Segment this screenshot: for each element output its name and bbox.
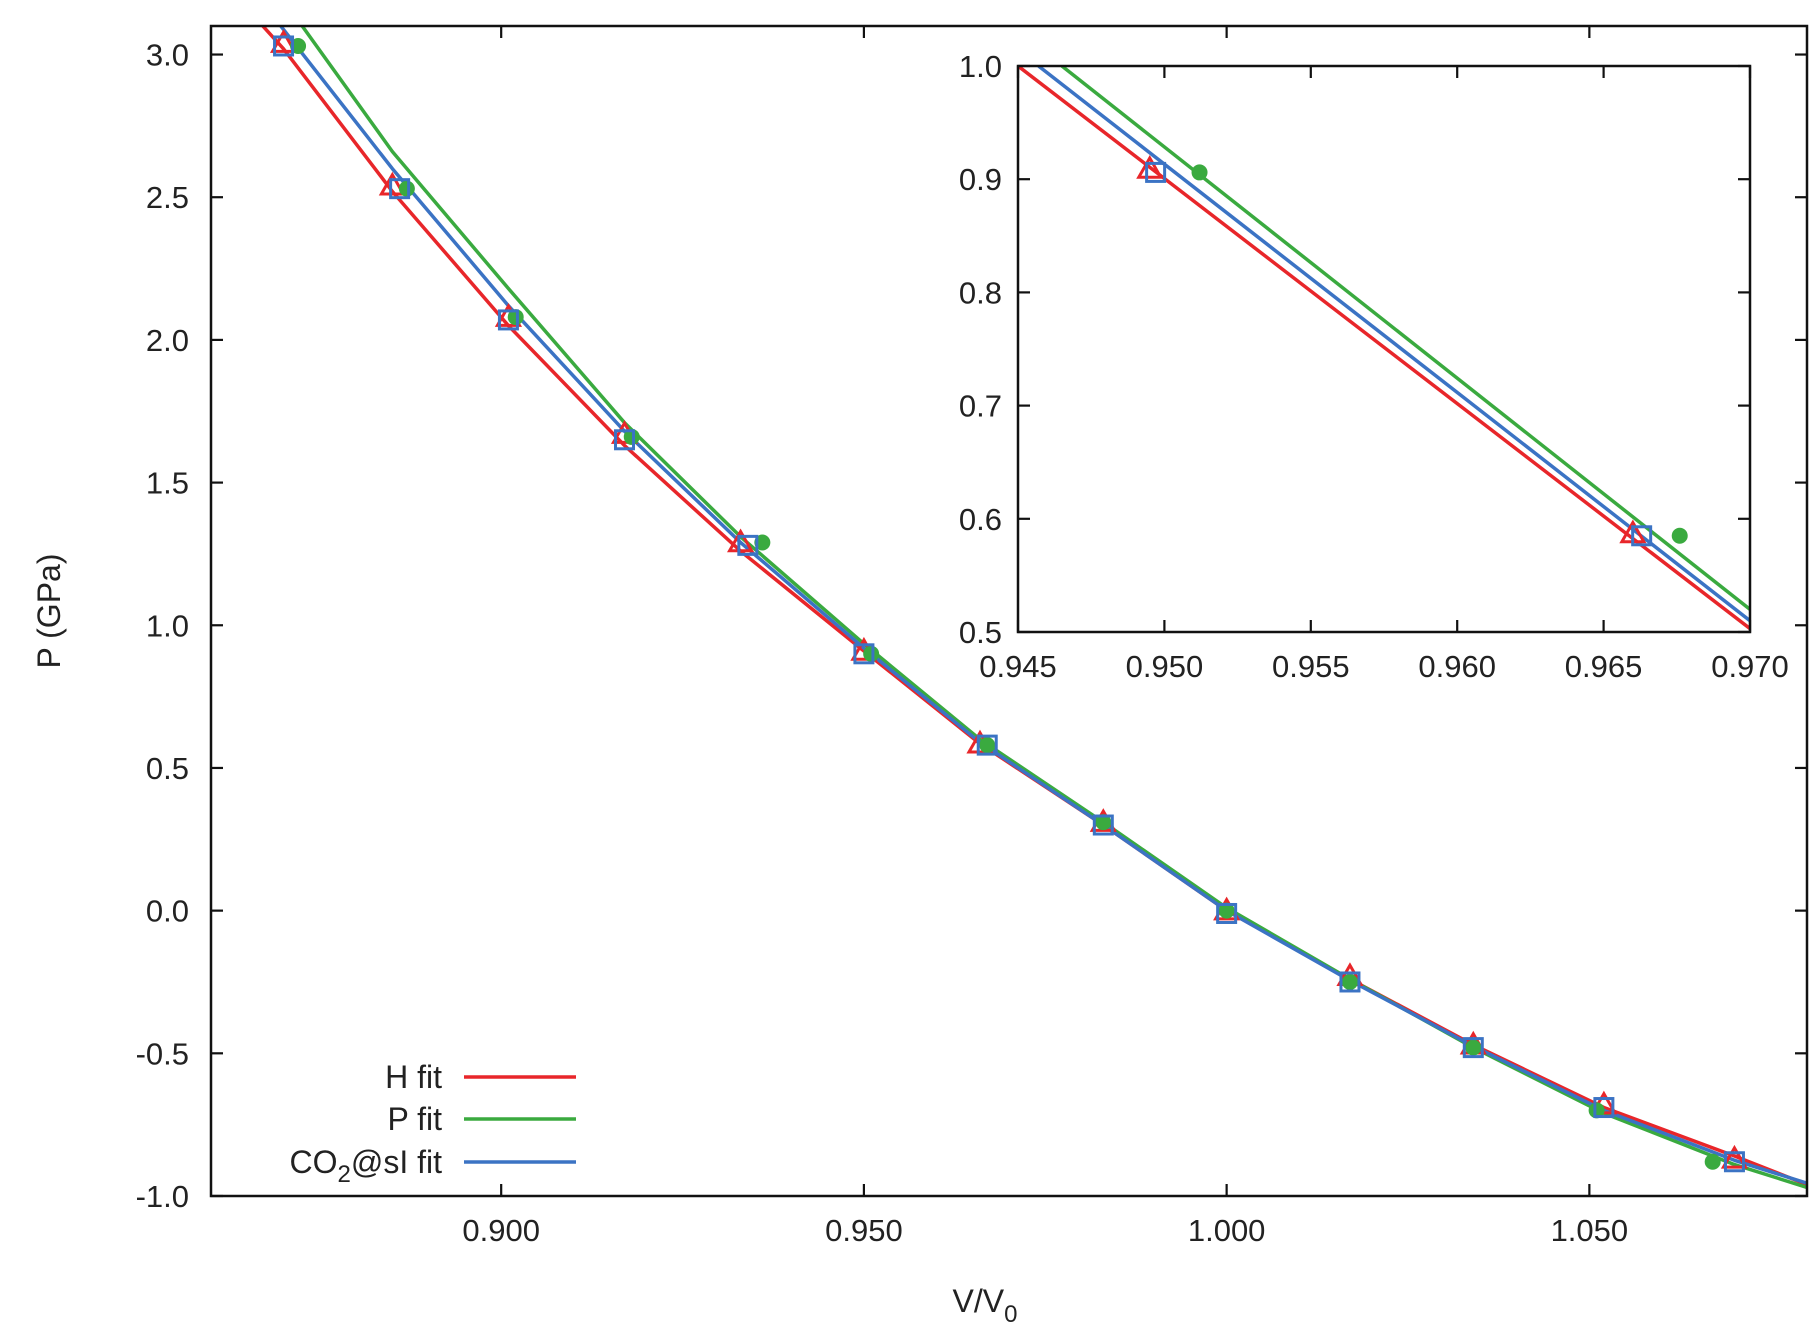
main-point-square <box>389 178 411 200</box>
main-point-square <box>976 734 998 756</box>
main-point-circle <box>1465 1039 1482 1056</box>
inset-x-tick-label: 0.970 <box>1711 649 1789 684</box>
legend-label-subscript: 2 <box>337 1161 350 1188</box>
main-series-line <box>278 26 1807 1185</box>
main-point-triangle <box>378 171 406 196</box>
main-frame <box>209 24 1809 1198</box>
x-axis-title-subscript: 0 <box>1004 1301 1017 1328</box>
main-point-circle <box>1341 973 1358 990</box>
legend-label-part: @sI fit <box>351 1144 442 1180</box>
inset-x-tick-label: 0.965 <box>1565 649 1643 684</box>
inset-x-tick-label: 0.960 <box>1418 649 1496 684</box>
main-y-tick-label: -1.0 <box>136 1179 189 1214</box>
main-point-square <box>1723 1151 1745 1173</box>
legend-label-part: H fit <box>385 1059 442 1095</box>
inset-y-tick-label: 0.6 <box>959 502 1002 537</box>
main-x-tick-label: 0.950 <box>825 1213 903 1248</box>
main-y-tick-label: -0.5 <box>136 1036 189 1071</box>
main-point-triangle <box>726 528 755 553</box>
main-plot: 0.900 0.950 1.000 1.050 -1.0 -0.5 0.0 0.5 1.0 1.5… <box>136 24 1809 1248</box>
main-point-circle <box>398 180 415 197</box>
main-point-circle <box>290 37 307 54</box>
main-point-square <box>614 429 636 451</box>
legend-label: H fit <box>385 1059 442 1095</box>
main-point-circle <box>754 534 771 551</box>
inset-series-line <box>1060 66 1750 611</box>
legend: H fit P fit CO2@sI fit <box>289 1059 576 1188</box>
main-x-tick-label: 1.000 <box>1188 1213 1266 1248</box>
inset-y-tick-label: 0.5 <box>959 615 1002 650</box>
inset-x-tick-label: 0.955 <box>1272 649 1350 684</box>
main-point-square <box>1216 902 1238 924</box>
main-x-tick-label: 0.900 <box>462 1213 540 1248</box>
main-point-square <box>1593 1097 1615 1119</box>
inset-y-tick-label: 0.9 <box>959 162 1002 197</box>
inset-y-tick-label: 0.7 <box>959 389 1002 424</box>
inset-x-tick-label: 0.945 <box>979 649 1057 684</box>
inset-point-square <box>1145 161 1167 183</box>
main-y-tick-label: 1.0 <box>146 608 189 643</box>
legend-label-part: CO <box>289 1144 337 1180</box>
x-axis-title-main: V/V <box>953 1283 1005 1319</box>
main-y-tick-label: 1.5 <box>146 466 189 501</box>
main-point-square <box>853 643 875 665</box>
main-point-square <box>1462 1037 1484 1059</box>
inset-point-square <box>1631 525 1653 547</box>
legend-label: P fit <box>387 1101 442 1137</box>
inset-x-tick-label: 0.950 <box>1126 649 1204 684</box>
main-point-square <box>1339 971 1361 993</box>
main-point-circle <box>979 737 996 754</box>
x-axis-title: V/V0 <box>953 1283 1018 1328</box>
main-point-circle <box>507 309 524 326</box>
inset-frame <box>1016 64 1752 634</box>
main-point-circle <box>1704 1153 1721 1170</box>
main-point-triangle <box>1720 1144 1749 1169</box>
main-point-circle <box>1588 1102 1605 1119</box>
main-point-square <box>737 534 759 556</box>
main-point-circle <box>623 428 640 445</box>
inset-plot: 0.945 0.950 0.955 0.960 0.965 0.970 0.5 0.6 0.7 0… <box>959 49 1789 684</box>
main-point-circle <box>1095 814 1112 831</box>
main-y-tick-label: 0.0 <box>146 894 189 929</box>
main-point-circle <box>1218 902 1235 919</box>
inset-point-circle <box>1671 527 1688 544</box>
main-point-square <box>273 35 295 57</box>
inset-y-tick-label: 0.8 <box>959 275 1002 310</box>
inset-data-area <box>1018 66 1750 630</box>
main-point-square <box>1092 814 1114 836</box>
y-axis-title: P (GPa) <box>31 554 67 669</box>
inset-y-tick-label: 1.0 <box>959 49 1002 84</box>
inset-series-line <box>1018 66 1750 630</box>
legend-label: CO2@sI fit <box>289 1144 442 1188</box>
main-point-triangle <box>269 29 298 53</box>
inset-point-triangle <box>1136 154 1164 179</box>
main-point-square <box>497 309 519 331</box>
main-x-tick-label: 1.050 <box>1551 1213 1629 1248</box>
legend-label-part: P fit <box>387 1101 442 1137</box>
main-y-tick-label: 2.0 <box>146 323 189 358</box>
main-point-circle <box>863 645 880 662</box>
inset-point-circle <box>1191 164 1208 181</box>
main-y-tick-label: 3.0 <box>146 38 189 73</box>
main-y-tick-label: 2.5 <box>146 180 189 215</box>
main-y-tick-label: 0.5 <box>146 751 189 786</box>
main-data-area <box>260 26 1807 1190</box>
main-series-line <box>300 26 1807 1190</box>
